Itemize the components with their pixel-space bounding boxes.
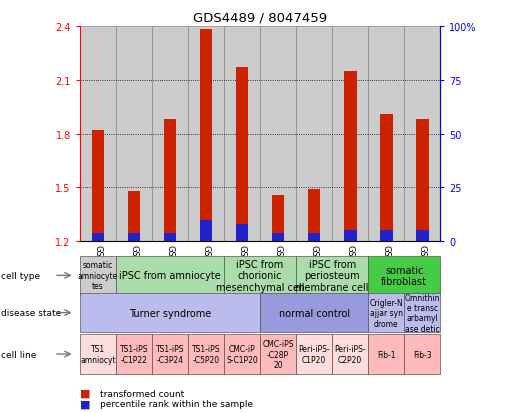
Bar — [344, 71, 356, 242]
Text: percentile rank within the sample: percentile rank within the sample — [100, 399, 253, 408]
Bar — [332, 27, 368, 242]
Text: iPSC from
chorionic
mesenchymal cell: iPSC from chorionic mesenchymal cell — [216, 259, 304, 292]
Bar — [128, 233, 140, 242]
Text: iPSC from
periosteum
membrane cell: iPSC from periosteum membrane cell — [296, 259, 369, 292]
Text: Peri-iPS-
C2P20: Peri-iPS- C2P20 — [334, 344, 366, 364]
Bar — [188, 27, 224, 242]
Text: cell line: cell line — [1, 350, 37, 358]
Text: cell type: cell type — [1, 271, 40, 280]
Text: TS1-iPS
-C5P20: TS1-iPS -C5P20 — [192, 344, 220, 364]
Bar — [128, 192, 140, 242]
Bar — [224, 27, 260, 242]
Text: somatic
fibroblast: somatic fibroblast — [381, 265, 427, 287]
Bar — [236, 224, 248, 242]
Bar — [80, 27, 116, 242]
Bar — [416, 231, 428, 242]
Text: Crigler-N
ajjar syn
drome: Crigler-N ajjar syn drome — [369, 298, 403, 328]
Text: normal control: normal control — [279, 308, 350, 318]
Bar — [236, 68, 248, 242]
Text: transformed count: transformed count — [100, 389, 185, 398]
Text: Turner syndrome: Turner syndrome — [129, 308, 211, 318]
Bar — [416, 120, 428, 242]
Text: Peri-iPS-
C1P20: Peri-iPS- C1P20 — [298, 344, 330, 364]
Bar — [164, 233, 176, 242]
Text: somatic
amniocyte
tes: somatic amniocyte tes — [78, 261, 118, 290]
Bar — [272, 233, 284, 242]
Bar — [380, 231, 392, 242]
Text: Fib-1: Fib-1 — [377, 350, 396, 358]
Text: ■: ■ — [80, 399, 90, 409]
Text: ■: ■ — [80, 388, 90, 398]
Bar — [116, 27, 152, 242]
Bar — [344, 231, 356, 242]
Bar — [380, 114, 392, 242]
Bar — [92, 131, 104, 242]
Bar — [296, 27, 332, 242]
Text: TS1
amniocyt: TS1 amniocyt — [80, 344, 116, 364]
Text: CMC-iPS
-C28P
20: CMC-iPS -C28P 20 — [262, 339, 294, 369]
Bar — [308, 190, 320, 242]
Text: TS1-iPS
-C1P22: TS1-iPS -C1P22 — [119, 344, 148, 364]
Bar — [200, 31, 212, 242]
Bar — [368, 27, 404, 242]
Text: disease state: disease state — [1, 309, 61, 317]
Bar — [260, 27, 296, 242]
Text: Fib-3: Fib-3 — [413, 350, 432, 358]
Text: TS1-iPS
-C3P24: TS1-iPS -C3P24 — [156, 344, 184, 364]
Text: iPSC from amniocyte: iPSC from amniocyte — [119, 271, 221, 281]
Bar — [308, 233, 320, 242]
Title: GDS4489 / 8047459: GDS4489 / 8047459 — [193, 11, 327, 24]
Text: Omnithin
e transc
arbamyl
ase detic: Omnithin e transc arbamyl ase detic — [405, 293, 440, 333]
Bar — [164, 120, 176, 242]
Text: CMC-iP
S-C1P20: CMC-iP S-C1P20 — [226, 344, 258, 364]
Bar — [404, 27, 440, 242]
Bar — [92, 233, 104, 242]
Bar — [152, 27, 188, 242]
Bar — [200, 220, 212, 242]
Bar — [272, 195, 284, 242]
